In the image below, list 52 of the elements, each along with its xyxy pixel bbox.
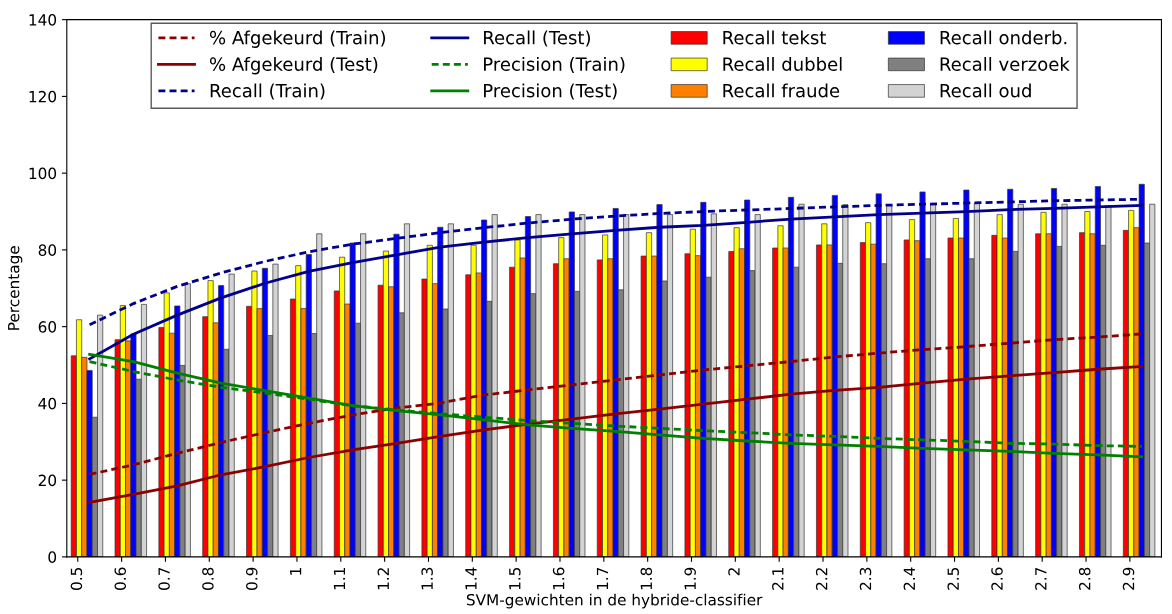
- x-axis-title: SVM-gewichten in de hybride-classifier: [466, 593, 763, 609]
- legend-label: Recall dubbel: [723, 56, 842, 71]
- x-tick-label: 0.8: [202, 567, 214, 590]
- x-tick-label: 2.2: [815, 568, 828, 590]
- line-series: [88, 332, 1144, 476]
- x-tick-label: 2.5: [947, 567, 959, 590]
- y-tick-label: 0: [48, 551, 57, 563]
- line-series: [88, 365, 1144, 504]
- x-tick-label: 2.1: [772, 568, 784, 590]
- legend-label: Precision (Train): [484, 56, 625, 74]
- legend-label: Recall tekst: [723, 30, 826, 45]
- x-tick-label: 2.7: [1035, 567, 1047, 590]
- x-tick-label: 1.5: [509, 567, 521, 590]
- y-tick-label: 140: [29, 14, 57, 26]
- legend-label: Recall (Train): [210, 83, 325, 100]
- legend-label: Recall (Test): [484, 30, 590, 47]
- x-tick-label: 1.9: [684, 567, 696, 590]
- y-axis-title: Percentage: [8, 246, 23, 330]
- y-tick-label: 80: [38, 244, 57, 256]
- x-tick-label: 1.1: [333, 568, 346, 590]
- legend-label: Precision (Test): [484, 83, 617, 100]
- x-tick-label: 1.7: [596, 567, 609, 590]
- x-tick-label: 1: [290, 568, 302, 575]
- x-tick-label: 0.5: [70, 567, 83, 590]
- legend-label: Recall verzoek: [940, 56, 1070, 71]
- line-series: [88, 197, 1144, 327]
- x-tick-label: 0.7: [158, 567, 170, 590]
- y-tick-label: 60: [38, 321, 57, 333]
- x-tick-label: 0.9: [245, 567, 258, 590]
- x-tick-label: 1.4: [465, 567, 477, 590]
- legend-label: % Afgekeurd (Test): [209, 56, 378, 75]
- y-tick-label: 120: [29, 90, 57, 103]
- legend-label: Recall onderb.: [940, 30, 1067, 45]
- x-tick-label: 2.4: [903, 567, 915, 590]
- legend-label: Recall fraude: [723, 83, 840, 98]
- x-tick-label: 1.3: [421, 567, 433, 590]
- y-tick-label: 100: [29, 167, 57, 180]
- line-series: [88, 352, 1144, 459]
- x-tick-label: 2.9: [1122, 567, 1135, 590]
- x-tick-label: 0.6: [114, 567, 127, 590]
- x-tick-label: 1.8: [640, 567, 653, 590]
- x-tick-label: 2.6: [991, 567, 1003, 590]
- x-tick-label: 2.8: [1078, 567, 1091, 590]
- y-tick-label: 20: [38, 474, 57, 487]
- legend-label: Recall oud: [940, 83, 1031, 98]
- x-tick-label: 1.6: [552, 567, 565, 590]
- x-tick-label: 2.3: [859, 567, 872, 590]
- y-tick-label: 40: [38, 397, 57, 410]
- legend-label: % Afgekeurd (Train): [209, 30, 386, 48]
- x-tick-label: 1.2: [377, 568, 389, 590]
- line-series: [88, 203, 1144, 361]
- x-tick-label: 2: [728, 568, 740, 576]
